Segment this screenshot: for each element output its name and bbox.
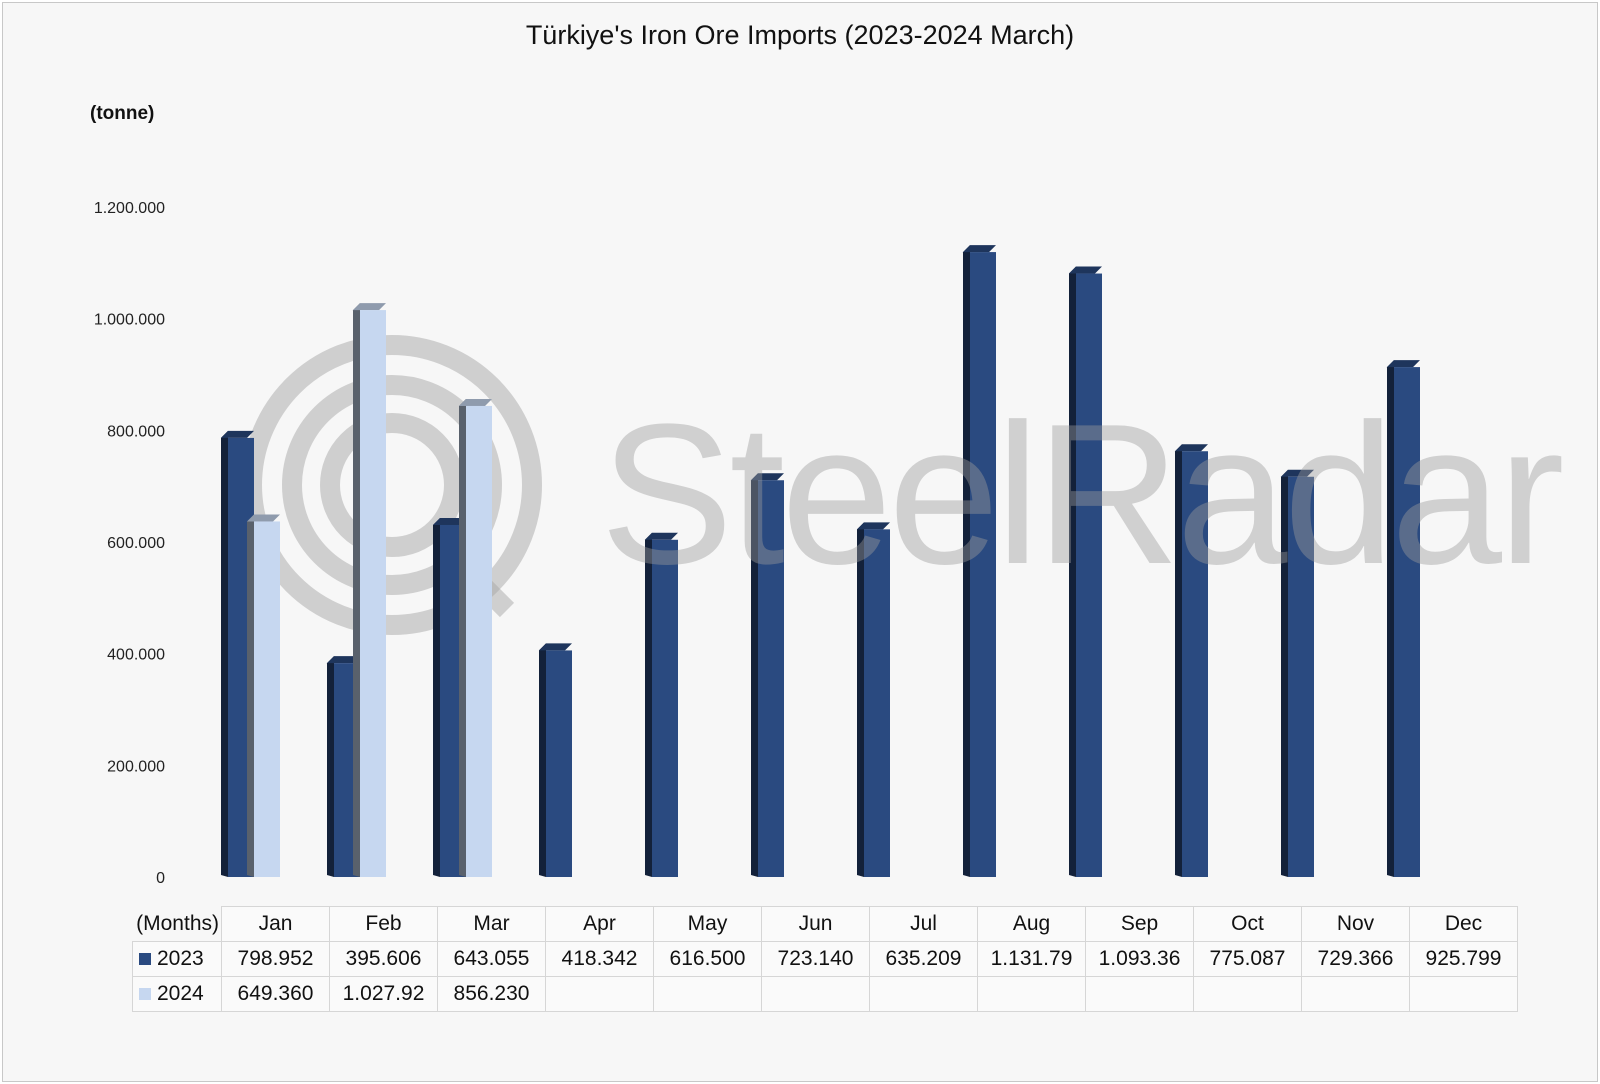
y-axis-unit-label: (tonne)	[90, 103, 155, 124]
bar-2023-oct	[1175, 444, 1208, 877]
table-value-cell	[1301, 976, 1410, 1012]
table-value-cell: 395.606	[329, 941, 438, 977]
table-row: 2023 798.952 395.606 643.055 418.342 616.500 7…	[132, 941, 1518, 977]
table-month-header: Sep	[1085, 906, 1194, 942]
bars	[221, 245, 1420, 878]
series-name: 2024	[157, 982, 204, 1005]
table-row: 2024 649.360 1.027.92 856.230	[132, 976, 1518, 1012]
table-value-cell: 1.131.79	[977, 941, 1086, 977]
table-month-header: Jan	[221, 906, 330, 942]
table-value-cell: 635.209	[869, 941, 978, 977]
table-value-cell: 729.366	[1301, 941, 1410, 977]
y-tick-label: 1.200.000	[94, 200, 165, 217]
y-axis-ticks: 0 200.000 400.000 600.000 800.000 1.000.000 1.…	[94, 200, 165, 887]
table-month-header: Jun	[761, 906, 870, 942]
table-value-cell: 1.093.36	[1085, 941, 1194, 977]
table-corner-label: (Months)	[136, 911, 219, 935]
legend-swatch-icon	[139, 953, 151, 966]
table-value-cell	[761, 976, 870, 1012]
y-tick-label: 1.000.000	[94, 312, 165, 329]
bar-2023-jun	[751, 473, 784, 877]
table-value-cell: 1.027.92	[329, 976, 438, 1012]
table-month-header: Aug	[977, 906, 1086, 942]
legend-swatch-icon	[139, 988, 151, 1001]
y-tick-label: 800.000	[107, 423, 165, 440]
bar-2024-jan	[247, 514, 280, 877]
y-tick-label: 400.000	[107, 647, 165, 664]
y-tick-label: 0	[156, 870, 165, 887]
table-month-header: Jul	[869, 906, 978, 942]
table-value-cell: 856.230	[437, 976, 546, 1012]
bar-2023-may	[645, 532, 678, 877]
watermark-text: SteelRadar	[600, 383, 1565, 606]
table-month-header: Oct	[1193, 906, 1302, 942]
table-month-header: Nov	[1301, 906, 1410, 942]
table-value-cell: 723.140	[761, 941, 870, 977]
table-value-cell: 643.055	[437, 941, 546, 977]
table-value-cell	[977, 976, 1086, 1012]
bar-2023-sep	[1069, 266, 1102, 878]
table-value-cell	[1409, 976, 1518, 1012]
data-table: (Months) Jan Feb Mar Apr May Jun Jul Aug Sep Oct N…	[132, 906, 1518, 1012]
bar-2023-nov	[1281, 469, 1314, 877]
bar-2024-mar	[459, 398, 492, 877]
table-value-cell	[1085, 976, 1194, 1012]
bar-2023-jul	[857, 522, 890, 877]
table-month-header: Feb	[329, 906, 438, 942]
table-month-header: Dec	[1409, 906, 1518, 942]
table-value-cell: 775.087	[1193, 941, 1302, 977]
table-month-header: May	[653, 906, 762, 942]
bar-2023-aug	[963, 245, 996, 877]
series-name: 2023	[157, 947, 204, 970]
bar-2023-apr	[539, 643, 572, 877]
table-month-header: Apr	[545, 906, 654, 942]
table-value-cell: 616.500	[653, 941, 762, 977]
table-value-cell: 649.360	[221, 976, 330, 1012]
y-tick-label: 600.000	[107, 535, 165, 552]
watermark-ring	[320, 413, 464, 557]
bar-2024-feb	[353, 303, 386, 877]
bar-2023-dec	[1387, 360, 1420, 877]
table-value-cell: 798.952	[221, 941, 330, 977]
table-value-cell: 418.342	[545, 941, 654, 977]
chart-title: Türkiye's Iron Ore Imports (2023-2024 Ma…	[525, 20, 1075, 50]
series-legend-key: 2023	[132, 941, 222, 977]
table-value-cell	[545, 976, 654, 1012]
table-value-cell	[869, 976, 978, 1012]
table-value-cell	[1193, 976, 1302, 1012]
table-month-header: Mar	[437, 906, 546, 942]
data-table-header-row: (Months) Jan Feb Mar Apr May Jun Jul Aug Sep Oct N…	[133, 906, 1518, 942]
data-table-body: 2023 798.952 395.606 643.055 418.342 616.500 7…	[132, 941, 1518, 1012]
table-value-cell	[653, 976, 762, 1012]
table-value-cell: 925.799	[1409, 941, 1518, 977]
y-tick-label: 200.000	[107, 758, 165, 775]
series-legend-key: 2024	[132, 976, 222, 1012]
